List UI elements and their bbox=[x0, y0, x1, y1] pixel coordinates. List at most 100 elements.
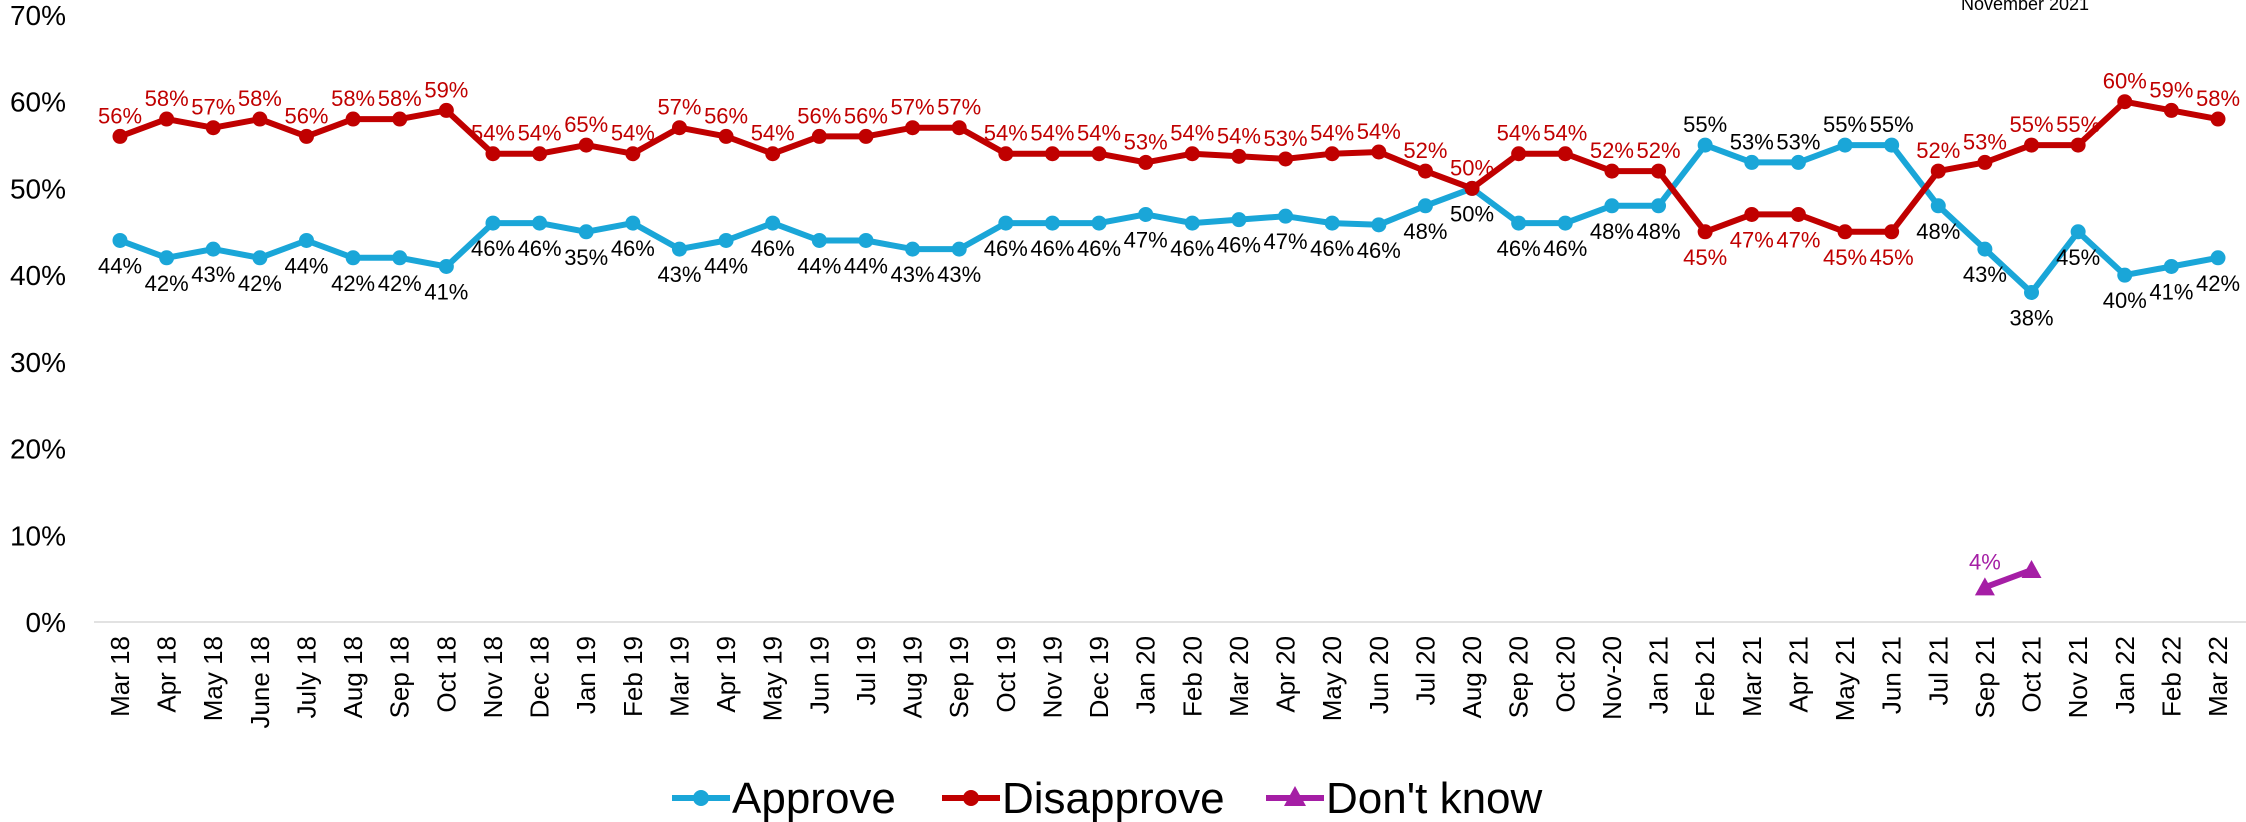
disapprove-data-label: 58% bbox=[238, 86, 282, 111]
approve-point bbox=[1790, 154, 1806, 170]
disapprove-data-label: 56% bbox=[98, 103, 142, 128]
approve-data-label: 43% bbox=[937, 262, 981, 287]
approve-point bbox=[998, 215, 1014, 231]
approve-point bbox=[765, 215, 781, 231]
approve-data-label: 47% bbox=[1124, 227, 1168, 252]
data-labels-layer: 44% 56% 42% 58% 43% 57% 42% 58% 44% 56% 42% 58% 42% 5… bbox=[98, 69, 2240, 575]
approve-point bbox=[2210, 250, 2226, 266]
approve-point bbox=[625, 215, 641, 231]
disapprove-data-label: 50% bbox=[1450, 155, 1494, 180]
dont-know-legend-label: Don't know bbox=[1326, 774, 1543, 822]
disapprove-point bbox=[1184, 146, 1200, 162]
x-tick-label: Sep 21 bbox=[1970, 636, 2000, 718]
approve-data-label: 43% bbox=[191, 262, 235, 287]
approve-data-label: 44% bbox=[704, 253, 748, 278]
approve-data-label: 42% bbox=[145, 271, 189, 296]
approve-data-label: 55% bbox=[1823, 112, 1867, 137]
disapprove-point bbox=[1231, 148, 1247, 164]
approve-point bbox=[112, 232, 128, 248]
x-tick-label: Feb 21 bbox=[1690, 636, 1720, 717]
approve-data-label: 42% bbox=[331, 271, 375, 296]
disapprove-data-label: 57% bbox=[891, 95, 935, 120]
disapprove-point bbox=[1930, 163, 1946, 179]
x-tick-label: Nov-20 bbox=[1597, 636, 1627, 720]
x-axis: Mar 18 Apr 18 May 18 June 18 July 18 Aug 18 Se… bbox=[105, 636, 2233, 729]
approve-data-label: 48% bbox=[1637, 219, 1681, 244]
disapprove-data-label: 59% bbox=[424, 77, 468, 102]
x-tick-label: Oct 21 bbox=[2017, 636, 2047, 713]
approve-legend-marker bbox=[693, 790, 709, 806]
x-tick-label: Jan 19 bbox=[571, 636, 601, 714]
y-tick-label: 10% bbox=[10, 520, 66, 551]
approve-data-label: 46% bbox=[1497, 236, 1541, 261]
disapprove-point bbox=[625, 146, 641, 162]
disapprove-point bbox=[485, 146, 501, 162]
approve-point bbox=[532, 215, 548, 231]
x-tick-label: Mar 18 bbox=[105, 636, 135, 717]
disapprove-data-label: 56% bbox=[844, 103, 888, 128]
disapprove-point bbox=[2163, 102, 2179, 118]
x-tick-label: Apr 21 bbox=[1783, 636, 1813, 713]
approve-data-label: 46% bbox=[1077, 236, 1121, 261]
disapprove-point bbox=[252, 111, 268, 127]
disapprove-point bbox=[1884, 224, 1900, 240]
y-tick-label: 70% bbox=[10, 0, 66, 31]
approve-point bbox=[951, 241, 967, 257]
approve-data-label: 43% bbox=[891, 262, 935, 287]
approve-data-label: 41% bbox=[424, 279, 468, 304]
disapprove-data-label: 53% bbox=[1264, 126, 1308, 151]
approve-data-label: 46% bbox=[1030, 236, 1074, 261]
approve-point bbox=[1744, 154, 1760, 170]
approve-point bbox=[578, 224, 594, 240]
disapprove-point bbox=[1417, 163, 1433, 179]
disapprove-point bbox=[1790, 206, 1806, 222]
disapprove-data-label: 57% bbox=[191, 95, 235, 120]
disapprove-point bbox=[1138, 154, 1154, 170]
disapprove-data-label: 45% bbox=[1870, 245, 1914, 270]
x-tick-label: Jun 21 bbox=[1877, 636, 1907, 714]
x-tick-label: Jul 20 bbox=[1410, 636, 1440, 705]
disapprove-data-label: 54% bbox=[1497, 121, 1541, 146]
disapprove-point bbox=[1697, 224, 1713, 240]
disapprove-point bbox=[811, 128, 827, 144]
x-tick-label: June 18 bbox=[245, 636, 275, 729]
disapprove-data-label: 54% bbox=[984, 121, 1028, 146]
approve-data-label: 48% bbox=[1403, 219, 1447, 244]
disapprove-data-label: 58% bbox=[2196, 86, 2240, 111]
disapprove-data-label: 58% bbox=[331, 86, 375, 111]
x-tick-label: Nov 18 bbox=[478, 636, 508, 718]
x-tick-label: Feb 20 bbox=[1177, 636, 1207, 717]
x-tick-label: May 20 bbox=[1317, 636, 1347, 721]
series-layer bbox=[112, 94, 2226, 596]
approve-data-label: 46% bbox=[1217, 233, 1261, 258]
disapprove-data-label: 56% bbox=[284, 103, 328, 128]
approve-point bbox=[1977, 241, 1993, 257]
x-tick-label: May 18 bbox=[198, 636, 228, 721]
approve-point bbox=[1324, 215, 1340, 231]
approve-point bbox=[1417, 198, 1433, 214]
x-tick-label: Aug 20 bbox=[1457, 636, 1487, 718]
x-tick-label: Oct 19 bbox=[991, 636, 1021, 713]
x-tick-label: Apr 18 bbox=[152, 636, 182, 713]
approve-point bbox=[1138, 206, 1154, 222]
approve-data-label: 43% bbox=[657, 262, 701, 287]
approve-point bbox=[438, 258, 454, 274]
disapprove-point bbox=[671, 120, 687, 136]
x-tick-label: July 18 bbox=[291, 636, 321, 718]
approve-point bbox=[1044, 215, 1060, 231]
disapprove-data-label: 54% bbox=[611, 121, 655, 146]
approve-data-label: 40% bbox=[2103, 288, 2147, 313]
x-tick-label: Jan 22 bbox=[2110, 636, 2140, 714]
dont-know-legend-marker bbox=[1284, 786, 1306, 806]
approve-legend-label: Approve bbox=[732, 774, 896, 822]
disapprove-data-label: 47% bbox=[1730, 227, 1774, 252]
disapprove-point bbox=[298, 128, 314, 144]
approve-point bbox=[858, 232, 874, 248]
x-tick-label: Sep 20 bbox=[1504, 636, 1534, 718]
approve-point bbox=[811, 232, 827, 248]
approve-data-label: 50% bbox=[1450, 201, 1494, 226]
disapprove-point bbox=[1371, 144, 1387, 160]
y-axis: 0% 10% 20% 30% 40% 50% 60% 70% bbox=[10, 0, 2246, 638]
disapprove-point bbox=[998, 146, 1014, 162]
approve-point bbox=[159, 250, 175, 266]
